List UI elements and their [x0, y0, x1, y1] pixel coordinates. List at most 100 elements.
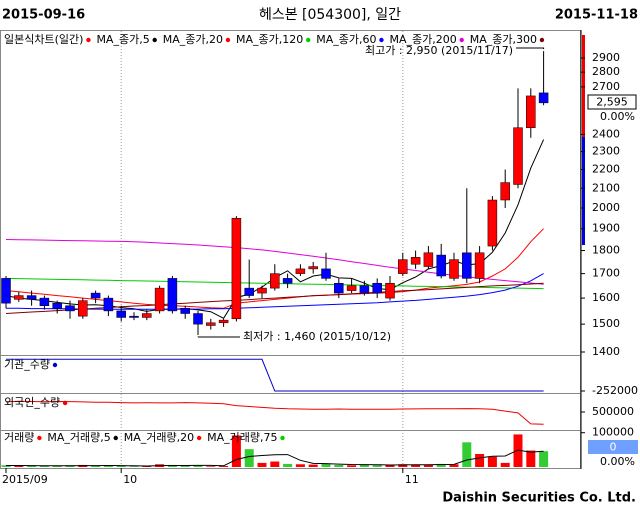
legend-marker	[379, 37, 384, 43]
volume-bar	[359, 464, 369, 467]
volume-bar	[116, 465, 126, 467]
volume-bar	[321, 463, 331, 467]
y-tick-label: 2900	[592, 51, 620, 64]
ma-line	[6, 449, 544, 467]
annotation-low: 최저가 : 1,460 (2015/10/12)	[243, 330, 391, 343]
candle-body	[410, 257, 421, 265]
start-date: 2015-09-16	[2, 8, 85, 23]
candle-body	[526, 95, 536, 128]
candle-body	[513, 127, 523, 185]
y-tick-label: 1800	[592, 244, 620, 257]
candle-body	[231, 217, 242, 320]
volume-bar	[500, 462, 510, 467]
candle-body	[270, 273, 280, 289]
ma-line	[5, 282, 544, 314]
legend-label: MA_거래량,5	[47, 431, 110, 444]
annotation-high: 최고가 : 2,950 (2015/11/17)	[365, 44, 513, 57]
legend-label: 기관_수량	[4, 358, 50, 371]
candle-body	[154, 287, 165, 312]
volume-bar	[257, 462, 267, 467]
x-tick-label: 2015/09	[2, 473, 48, 486]
candle-body	[487, 199, 498, 247]
volume-bar	[129, 466, 139, 467]
y-tick-label: 1700	[592, 267, 620, 280]
legend-label: MA_거래량,20	[124, 431, 194, 444]
legend-label: 외국인_수량	[4, 396, 60, 409]
profile-down	[582, 137, 585, 245]
volume-bar	[334, 464, 344, 467]
y-tick-label: 500000	[592, 405, 634, 418]
x-tick-label: 10	[123, 473, 137, 486]
volume-bar	[385, 464, 395, 467]
legend-marker	[152, 37, 157, 43]
volume-bar	[436, 463, 446, 467]
candle-body	[103, 297, 114, 312]
annotation-arrow	[516, 47, 545, 50]
y-tick-label: 1900	[592, 222, 620, 235]
legend-label: MA_종가,20	[163, 33, 223, 46]
candle-body	[257, 287, 267, 294]
volume-bar	[91, 465, 101, 467]
volume-bar	[295, 464, 305, 467]
legend-marker	[62, 400, 68, 406]
candle-body	[538, 92, 549, 104]
volume-bar	[539, 451, 549, 467]
volume-bar	[193, 465, 203, 467]
volume-bar	[270, 461, 280, 467]
candle-body	[193, 313, 203, 325]
y-tick-label: 2700	[592, 80, 620, 93]
current-volume-box	[588, 440, 638, 454]
candle-body	[359, 285, 370, 294]
y-tick-label: 1400	[592, 345, 620, 358]
legend-marker	[196, 435, 202, 441]
legend-label: MA_종가,200	[389, 33, 456, 46]
candle-body	[116, 310, 126, 318]
volume-bar	[52, 465, 62, 467]
legend-label: 거래량	[4, 431, 34, 444]
candle-body	[206, 322, 216, 326]
volume-bar	[27, 465, 37, 467]
candle-body	[142, 313, 152, 318]
candle-body	[52, 302, 62, 309]
candle-body	[78, 300, 88, 317]
profile-up	[582, 35, 585, 137]
inst-panel	[0, 355, 581, 394]
candle-body	[449, 259, 459, 279]
candle-body	[90, 292, 101, 299]
ma-line	[6, 358, 544, 392]
legend-marker	[280, 435, 285, 441]
last-price: 2,595	[596, 96, 628, 109]
y-tick-label: 2000	[592, 201, 620, 214]
ma-line	[5, 400, 544, 425]
candle-body	[436, 254, 446, 277]
legend-marker	[225, 37, 231, 43]
y-tick-label: 1500	[592, 317, 620, 330]
footer: Daishin Securities Co. Ltd.	[442, 491, 636, 506]
chart-title: 헤스본 [054300], 일간	[259, 7, 401, 23]
candle-body	[1, 278, 11, 304]
candle-body	[282, 278, 293, 284]
candle-body	[321, 268, 331, 279]
candle-body	[346, 285, 357, 291]
candle-body	[295, 268, 306, 274]
volume-bar	[283, 463, 293, 467]
last-price-box	[587, 94, 637, 110]
volume-bar	[462, 442, 472, 467]
candle-body	[423, 252, 434, 267]
candle-body	[65, 305, 75, 312]
candle-body	[372, 282, 382, 294]
volume-bar	[206, 466, 216, 467]
candle-body	[39, 297, 50, 306]
legend-marker	[37, 435, 42, 441]
legend-label: MA_거래량,75	[207, 431, 277, 444]
legend-marker	[86, 37, 91, 43]
candle-body	[334, 282, 344, 294]
candle-body	[398, 259, 408, 274]
ma-line	[5, 139, 545, 319]
volume-bar	[513, 434, 523, 467]
volume-bar	[180, 465, 190, 467]
legend-marker	[306, 37, 311, 43]
volume-bar	[526, 450, 536, 467]
candle-body	[129, 315, 139, 318]
candle-body	[26, 295, 37, 300]
